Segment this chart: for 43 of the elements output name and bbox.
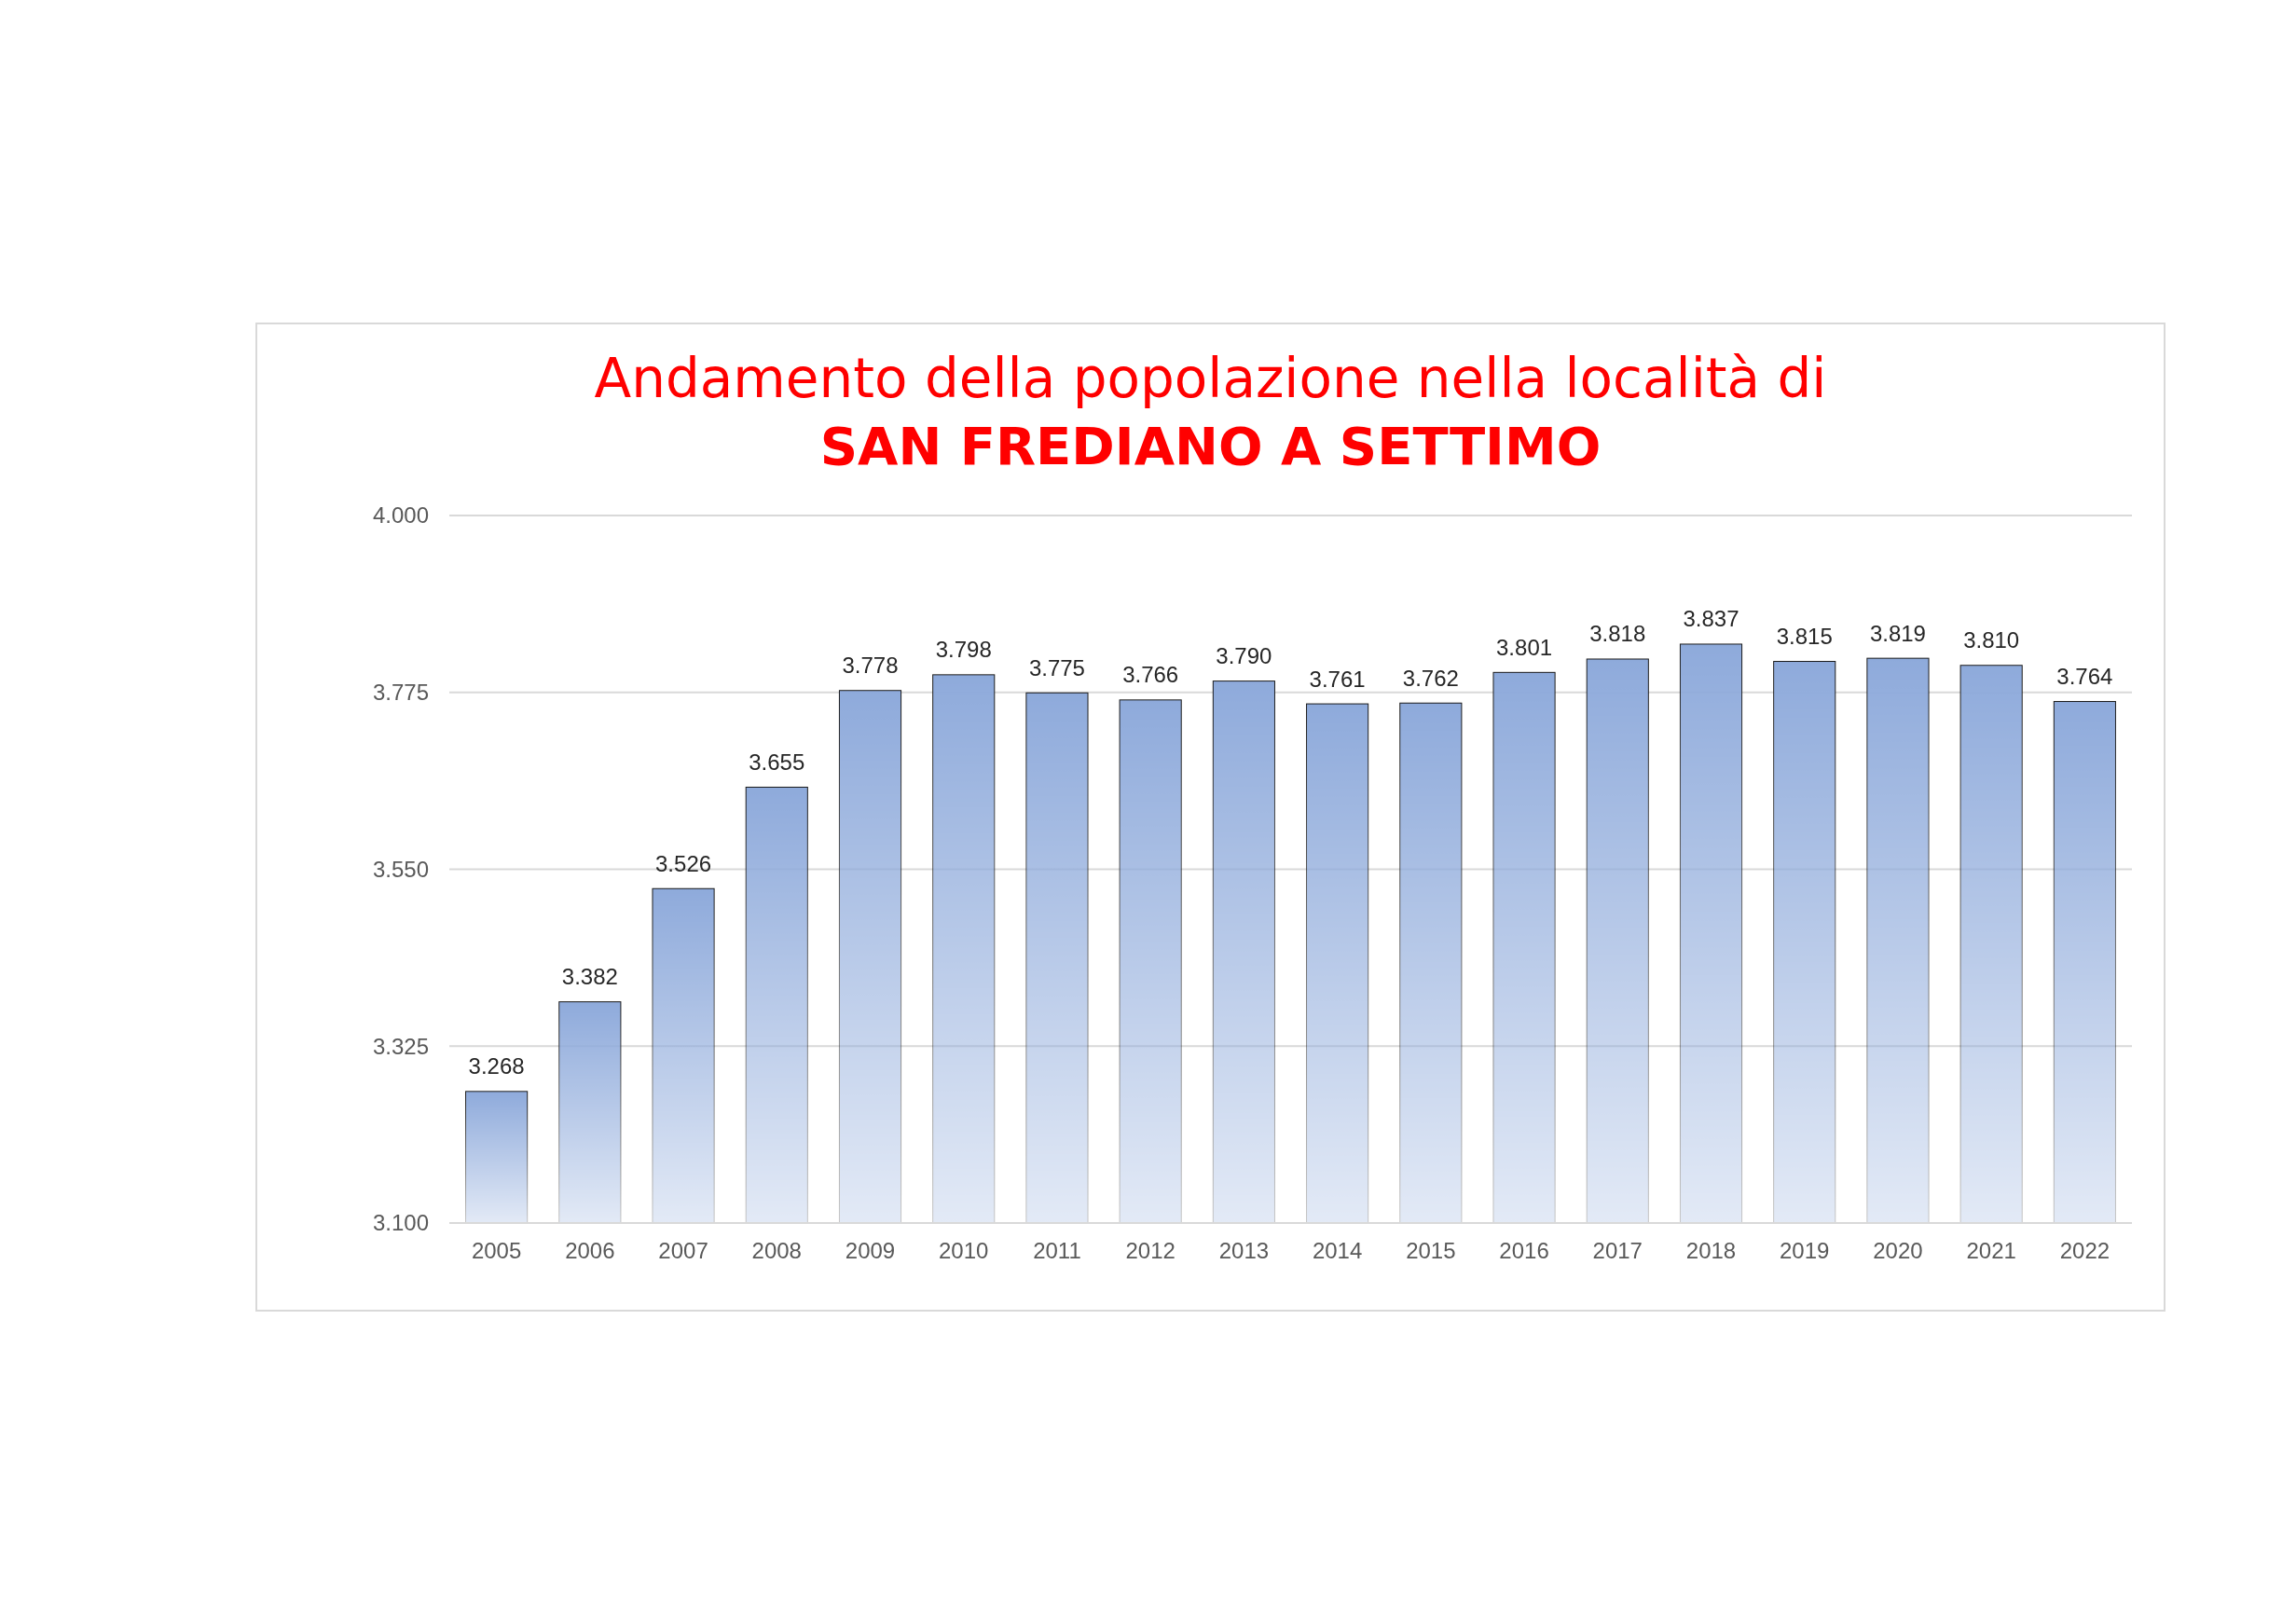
x-tick-label: 2010 [939,1238,989,1263]
x-tick-label: 2019 [1780,1238,1830,1263]
x-tick-label: 2011 [1033,1238,1081,1263]
x-tick-label: 2017 [1592,1238,1643,1263]
x-tick-label: 2008 [751,1238,802,1263]
data-label: 3.810 [1963,627,2020,653]
x-tick-label: 2018 [1685,1238,1737,1263]
data-label: 3.819 [1869,620,1926,646]
chart-subtitle: SAN FREDIANO A SETTIMO [819,416,1602,476]
data-label: 3.762 [1402,665,1459,691]
x-tick-label: 2022 [2059,1238,2110,1263]
y-tick-label: 3.550 [372,856,429,882]
data-label: 3.801 [1496,634,1553,660]
y-tick-label: 3.775 [372,680,429,706]
data-label: 3.798 [935,637,992,663]
data-label: 3.818 [1589,621,1646,647]
x-tick-label: 2013 [1218,1238,1270,1263]
x-tick-label: 2021 [1966,1238,2016,1263]
data-label: 3.655 [749,749,805,775]
data-label: 3.815 [1776,624,1833,650]
x-tick-label: 2007 [658,1238,708,1263]
data-label: 3.526 [655,850,712,876]
x-tick-label: 2012 [1125,1238,1175,1263]
chart-title: Andamento della popolazione nella località di [594,347,1827,410]
x-tick-label: 2009 [845,1238,896,1263]
data-label: 3.775 [1028,654,1085,680]
x-tick-label: 2016 [1499,1238,1549,1263]
x-tick-label: 2020 [1873,1238,1923,1263]
data-label: 3.382 [561,964,618,990]
x-tick-label: 2005 [471,1238,522,1263]
data-label: 3.778 [842,653,899,679]
y-tick-label: 3.100 [372,1210,429,1236]
data-label: 3.268 [468,1053,525,1079]
data-label: 3.764 [2056,664,2113,690]
data-label: 3.761 [1309,666,1366,692]
y-tick-label: 3.325 [372,1033,429,1059]
x-tick-label: 2015 [1406,1238,1456,1263]
x-tick-label: 2006 [565,1238,615,1263]
y-tick-label: 4.000 [372,502,429,529]
data-label: 3.790 [1216,643,1272,669]
data-label: 3.837 [1683,606,1739,632]
x-tick-label: 2014 [1312,1238,1363,1263]
data-label: 3.766 [1122,662,1179,688]
